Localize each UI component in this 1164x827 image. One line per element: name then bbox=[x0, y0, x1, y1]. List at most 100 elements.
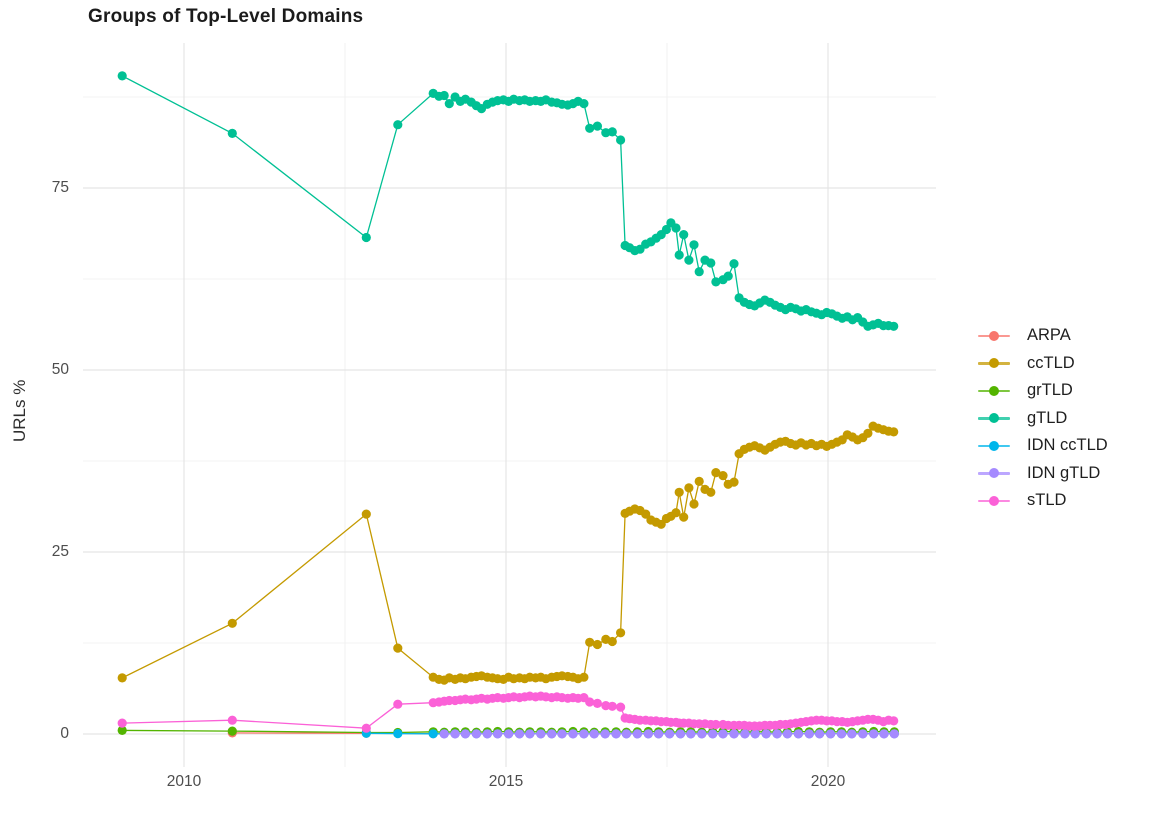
legend-label: grTLD bbox=[1027, 381, 1073, 400]
legend: ARPA ccTLD grTLD gTLD IDN ccTLD IDN gTLD… bbox=[978, 322, 1108, 515]
data-point bbox=[729, 259, 739, 269]
legend-item-idn-gtld[interactable]: IDN gTLD bbox=[978, 460, 1108, 488]
data-point bbox=[679, 512, 689, 522]
data-point bbox=[711, 719, 721, 730]
data-point bbox=[616, 702, 626, 712]
data-point bbox=[227, 715, 237, 725]
data-point bbox=[740, 729, 750, 739]
data-point bbox=[393, 729, 403, 739]
y-axis-title: URLs % bbox=[10, 379, 29, 442]
data-point bbox=[718, 471, 728, 481]
data-point bbox=[879, 729, 889, 739]
data-point bbox=[641, 509, 651, 519]
legend-key-cctld bbox=[978, 356, 1010, 370]
data-point bbox=[616, 628, 626, 638]
data-point bbox=[439, 729, 449, 739]
legend-key-idn-gtld bbox=[978, 466, 1010, 480]
legend-item-idn-cctld[interactable]: IDN ccTLD bbox=[978, 432, 1108, 460]
data-point bbox=[117, 673, 127, 683]
y-tick-label-75: 75 bbox=[51, 179, 69, 196]
data-point bbox=[227, 618, 237, 628]
legend-item-stld[interactable]: sTLD bbox=[978, 487, 1108, 515]
data-point bbox=[621, 729, 632, 739]
legend-key-idn-cctld bbox=[978, 439, 1010, 453]
legend-label: sTLD bbox=[1027, 491, 1067, 510]
data-point bbox=[117, 725, 127, 736]
data-point bbox=[579, 729, 589, 739]
data-point bbox=[585, 697, 595, 707]
data-point bbox=[729, 477, 739, 487]
data-point bbox=[227, 128, 237, 138]
data-point bbox=[711, 277, 721, 287]
data-point bbox=[643, 729, 653, 739]
data-point bbox=[671, 223, 681, 233]
data-point bbox=[361, 723, 371, 733]
data-point bbox=[847, 729, 857, 739]
series-line bbox=[121, 425, 894, 681]
data-point bbox=[493, 729, 503, 739]
data-point bbox=[361, 232, 371, 243]
data-point bbox=[536, 729, 546, 739]
data-point bbox=[607, 701, 617, 711]
data-point bbox=[444, 99, 454, 109]
data-point bbox=[504, 729, 514, 739]
data-point bbox=[675, 729, 686, 739]
data-point bbox=[697, 729, 707, 739]
data-point bbox=[585, 123, 595, 133]
data-point bbox=[723, 271, 733, 281]
data-point bbox=[611, 729, 621, 739]
x-tick-label-2010: 2010 bbox=[166, 773, 202, 790]
chart-title: Groups of Top-Level Domains bbox=[88, 6, 364, 27]
data-point bbox=[592, 121, 603, 131]
data-point bbox=[793, 729, 804, 739]
data-point bbox=[547, 729, 557, 739]
data-point bbox=[674, 250, 684, 260]
data-point bbox=[393, 643, 403, 653]
legend-item-grtld[interactable]: grTLD bbox=[978, 377, 1108, 405]
legend-label: IDN ccTLD bbox=[1027, 436, 1108, 455]
legend-label: gTLD bbox=[1027, 408, 1068, 427]
data-point bbox=[450, 729, 460, 739]
legend-item-cctld[interactable]: ccTLD bbox=[978, 350, 1108, 378]
legend-item-gtld[interactable]: gTLD bbox=[978, 405, 1108, 433]
data-point bbox=[592, 639, 603, 650]
data-point bbox=[117, 718, 127, 728]
y-tick-label-25: 25 bbox=[51, 543, 69, 560]
legend-label: ARPA bbox=[1027, 326, 1071, 345]
data-point bbox=[782, 729, 793, 739]
data-point bbox=[607, 636, 617, 647]
data-point bbox=[815, 729, 825, 739]
data-point bbox=[686, 729, 696, 739]
data-point bbox=[471, 729, 481, 739]
data-point bbox=[525, 729, 535, 739]
data-point bbox=[863, 428, 873, 438]
data-point bbox=[836, 729, 847, 739]
data-point bbox=[684, 483, 694, 493]
data-point bbox=[592, 698, 603, 709]
data-point bbox=[718, 729, 728, 739]
data-point bbox=[694, 267, 704, 277]
data-point bbox=[684, 255, 694, 265]
data-point bbox=[616, 135, 626, 145]
data-point bbox=[557, 729, 567, 739]
series-gtld bbox=[117, 71, 899, 331]
series-idn-gtld bbox=[439, 729, 899, 739]
data-point bbox=[711, 468, 721, 478]
data-point bbox=[694, 476, 704, 486]
data-point bbox=[428, 729, 438, 739]
data-point bbox=[460, 729, 470, 739]
x-tick-label-2020: 2020 bbox=[810, 773, 846, 790]
data-point bbox=[482, 729, 492, 739]
data-point bbox=[761, 729, 771, 739]
data-point bbox=[689, 499, 699, 509]
data-point bbox=[439, 90, 449, 101]
data-point bbox=[889, 716, 899, 726]
legend-key-grtld bbox=[978, 384, 1010, 398]
data-point bbox=[679, 230, 689, 240]
data-point bbox=[858, 729, 868, 739]
series-cctld bbox=[117, 421, 899, 685]
data-point bbox=[671, 508, 681, 518]
legend-item-arpa[interactable]: ARPA bbox=[978, 322, 1108, 350]
data-point bbox=[729, 729, 739, 739]
data-point bbox=[600, 729, 610, 739]
